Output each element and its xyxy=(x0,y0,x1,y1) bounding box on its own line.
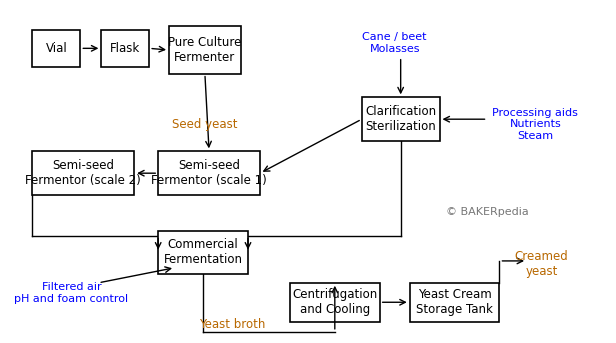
Text: Centrifugation
and Cooling: Centrifugation and Cooling xyxy=(292,288,378,316)
FancyBboxPatch shape xyxy=(33,30,80,67)
FancyBboxPatch shape xyxy=(290,283,379,322)
Text: Clarification
Sterilization: Clarification Sterilization xyxy=(365,105,436,133)
Text: Seed yeast: Seed yeast xyxy=(172,118,238,131)
Text: Flask: Flask xyxy=(110,42,140,55)
Text: Commercial
Fermentation: Commercial Fermentation xyxy=(164,238,243,267)
FancyBboxPatch shape xyxy=(410,283,500,322)
Text: Semi-seed
Fermentor (scale 1): Semi-seed Fermentor (scale 1) xyxy=(151,159,267,187)
Text: Yeast Cream
Storage Tank: Yeast Cream Storage Tank xyxy=(416,288,493,316)
FancyBboxPatch shape xyxy=(101,30,149,67)
FancyBboxPatch shape xyxy=(169,26,241,74)
Text: Pure Culture
Fermenter: Pure Culture Fermenter xyxy=(168,36,241,64)
FancyBboxPatch shape xyxy=(33,151,134,195)
FancyBboxPatch shape xyxy=(158,151,260,195)
Text: © BAKERpedia: © BAKERpedia xyxy=(446,207,529,217)
Text: Vial: Vial xyxy=(46,42,67,55)
Text: Cane / beet
Molasses: Cane / beet Molasses xyxy=(362,33,427,54)
FancyBboxPatch shape xyxy=(158,230,248,274)
Text: Filtered air
pH and foam control: Filtered air pH and foam control xyxy=(14,282,128,304)
Text: Processing aids
Nutrients
Steam: Processing aids Nutrients Steam xyxy=(492,108,578,141)
Text: Yeast broth: Yeast broth xyxy=(198,318,265,331)
Text: Semi-seed
Fermentor (scale 2): Semi-seed Fermentor (scale 2) xyxy=(25,159,141,187)
FancyBboxPatch shape xyxy=(362,97,440,141)
Text: Creamed
yeast: Creamed yeast xyxy=(514,250,568,278)
